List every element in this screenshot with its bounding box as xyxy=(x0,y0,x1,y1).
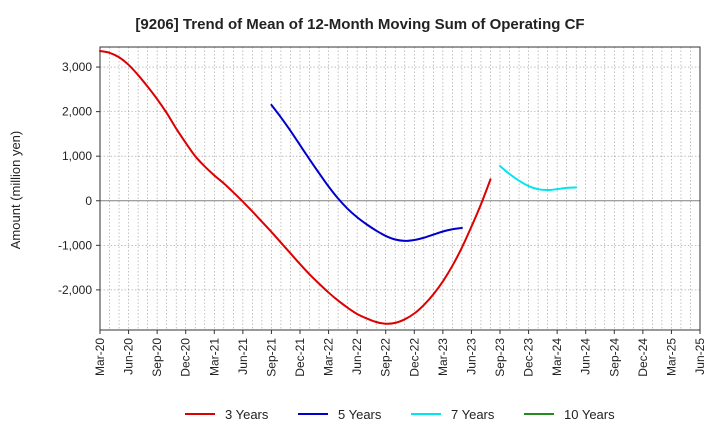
x-tick-label: Jun-21 xyxy=(236,338,250,375)
series-line-5-years xyxy=(270,103,463,242)
series-line-3-years xyxy=(99,50,492,325)
legend-label-3-years: 3 Years xyxy=(225,407,269,422)
x-tick-label: Jun-23 xyxy=(464,338,478,375)
x-tick-label: Dec-20 xyxy=(179,338,193,377)
y-tick-label: 1,000 xyxy=(62,149,92,163)
x-tick-label: Jun-22 xyxy=(350,338,364,375)
plot-background xyxy=(100,47,700,330)
chart-title: [9206] Trend of Mean of 12-Month Moving … xyxy=(135,16,584,33)
legend-label-7-years: 7 Years xyxy=(451,407,495,422)
x-tick-label: Dec-22 xyxy=(407,338,421,377)
y-tick-label: 0 xyxy=(85,194,92,208)
x-tick-label: Sep-24 xyxy=(607,338,621,377)
x-tick-label: Dec-24 xyxy=(636,338,650,377)
y-tick-label: 2,000 xyxy=(62,105,92,119)
x-tick-label: Sep-20 xyxy=(150,338,164,377)
x-tick-label: Jun-25 xyxy=(693,338,707,375)
legend-label-10-years: 10 Years xyxy=(564,407,615,422)
y-tick-label: -2,000 xyxy=(58,283,92,297)
series-line-7-years xyxy=(499,164,578,192)
plot-border xyxy=(99,46,701,331)
x-tick-label: Sep-23 xyxy=(493,338,507,377)
plot-area: 3,000 2,000 1,000 0 -1,000 -2,000 Mar-20 Jun-20… xyxy=(58,46,707,377)
x-tick-label: Mar-22 xyxy=(322,338,336,376)
legend-label-5-years: 5 Years xyxy=(338,407,382,422)
legend: 3 Years 5 Years 7 Years 10 Years xyxy=(185,407,615,422)
x-tick-label: Mar-25 xyxy=(664,338,678,376)
x-tick-label: Dec-21 xyxy=(293,338,307,377)
x-tick-label: Mar-20 xyxy=(93,338,107,376)
x-tick-label: Jun-24 xyxy=(579,338,593,375)
x-tick-label: Dec-23 xyxy=(522,338,536,377)
y-axis-label: Amount (million yen) xyxy=(8,131,23,250)
y-tick-label: -1,000 xyxy=(58,238,92,252)
x-tick-label: Sep-21 xyxy=(264,338,278,377)
y-tick-label: 3,000 xyxy=(62,60,92,74)
x-tick-label: Jun-20 xyxy=(122,338,136,375)
x-tick-label: Mar-24 xyxy=(550,338,564,376)
x-tick-label: Mar-23 xyxy=(436,338,450,376)
x-tick-label: Mar-21 xyxy=(207,338,221,376)
x-tick-label: Sep-22 xyxy=(379,338,393,377)
